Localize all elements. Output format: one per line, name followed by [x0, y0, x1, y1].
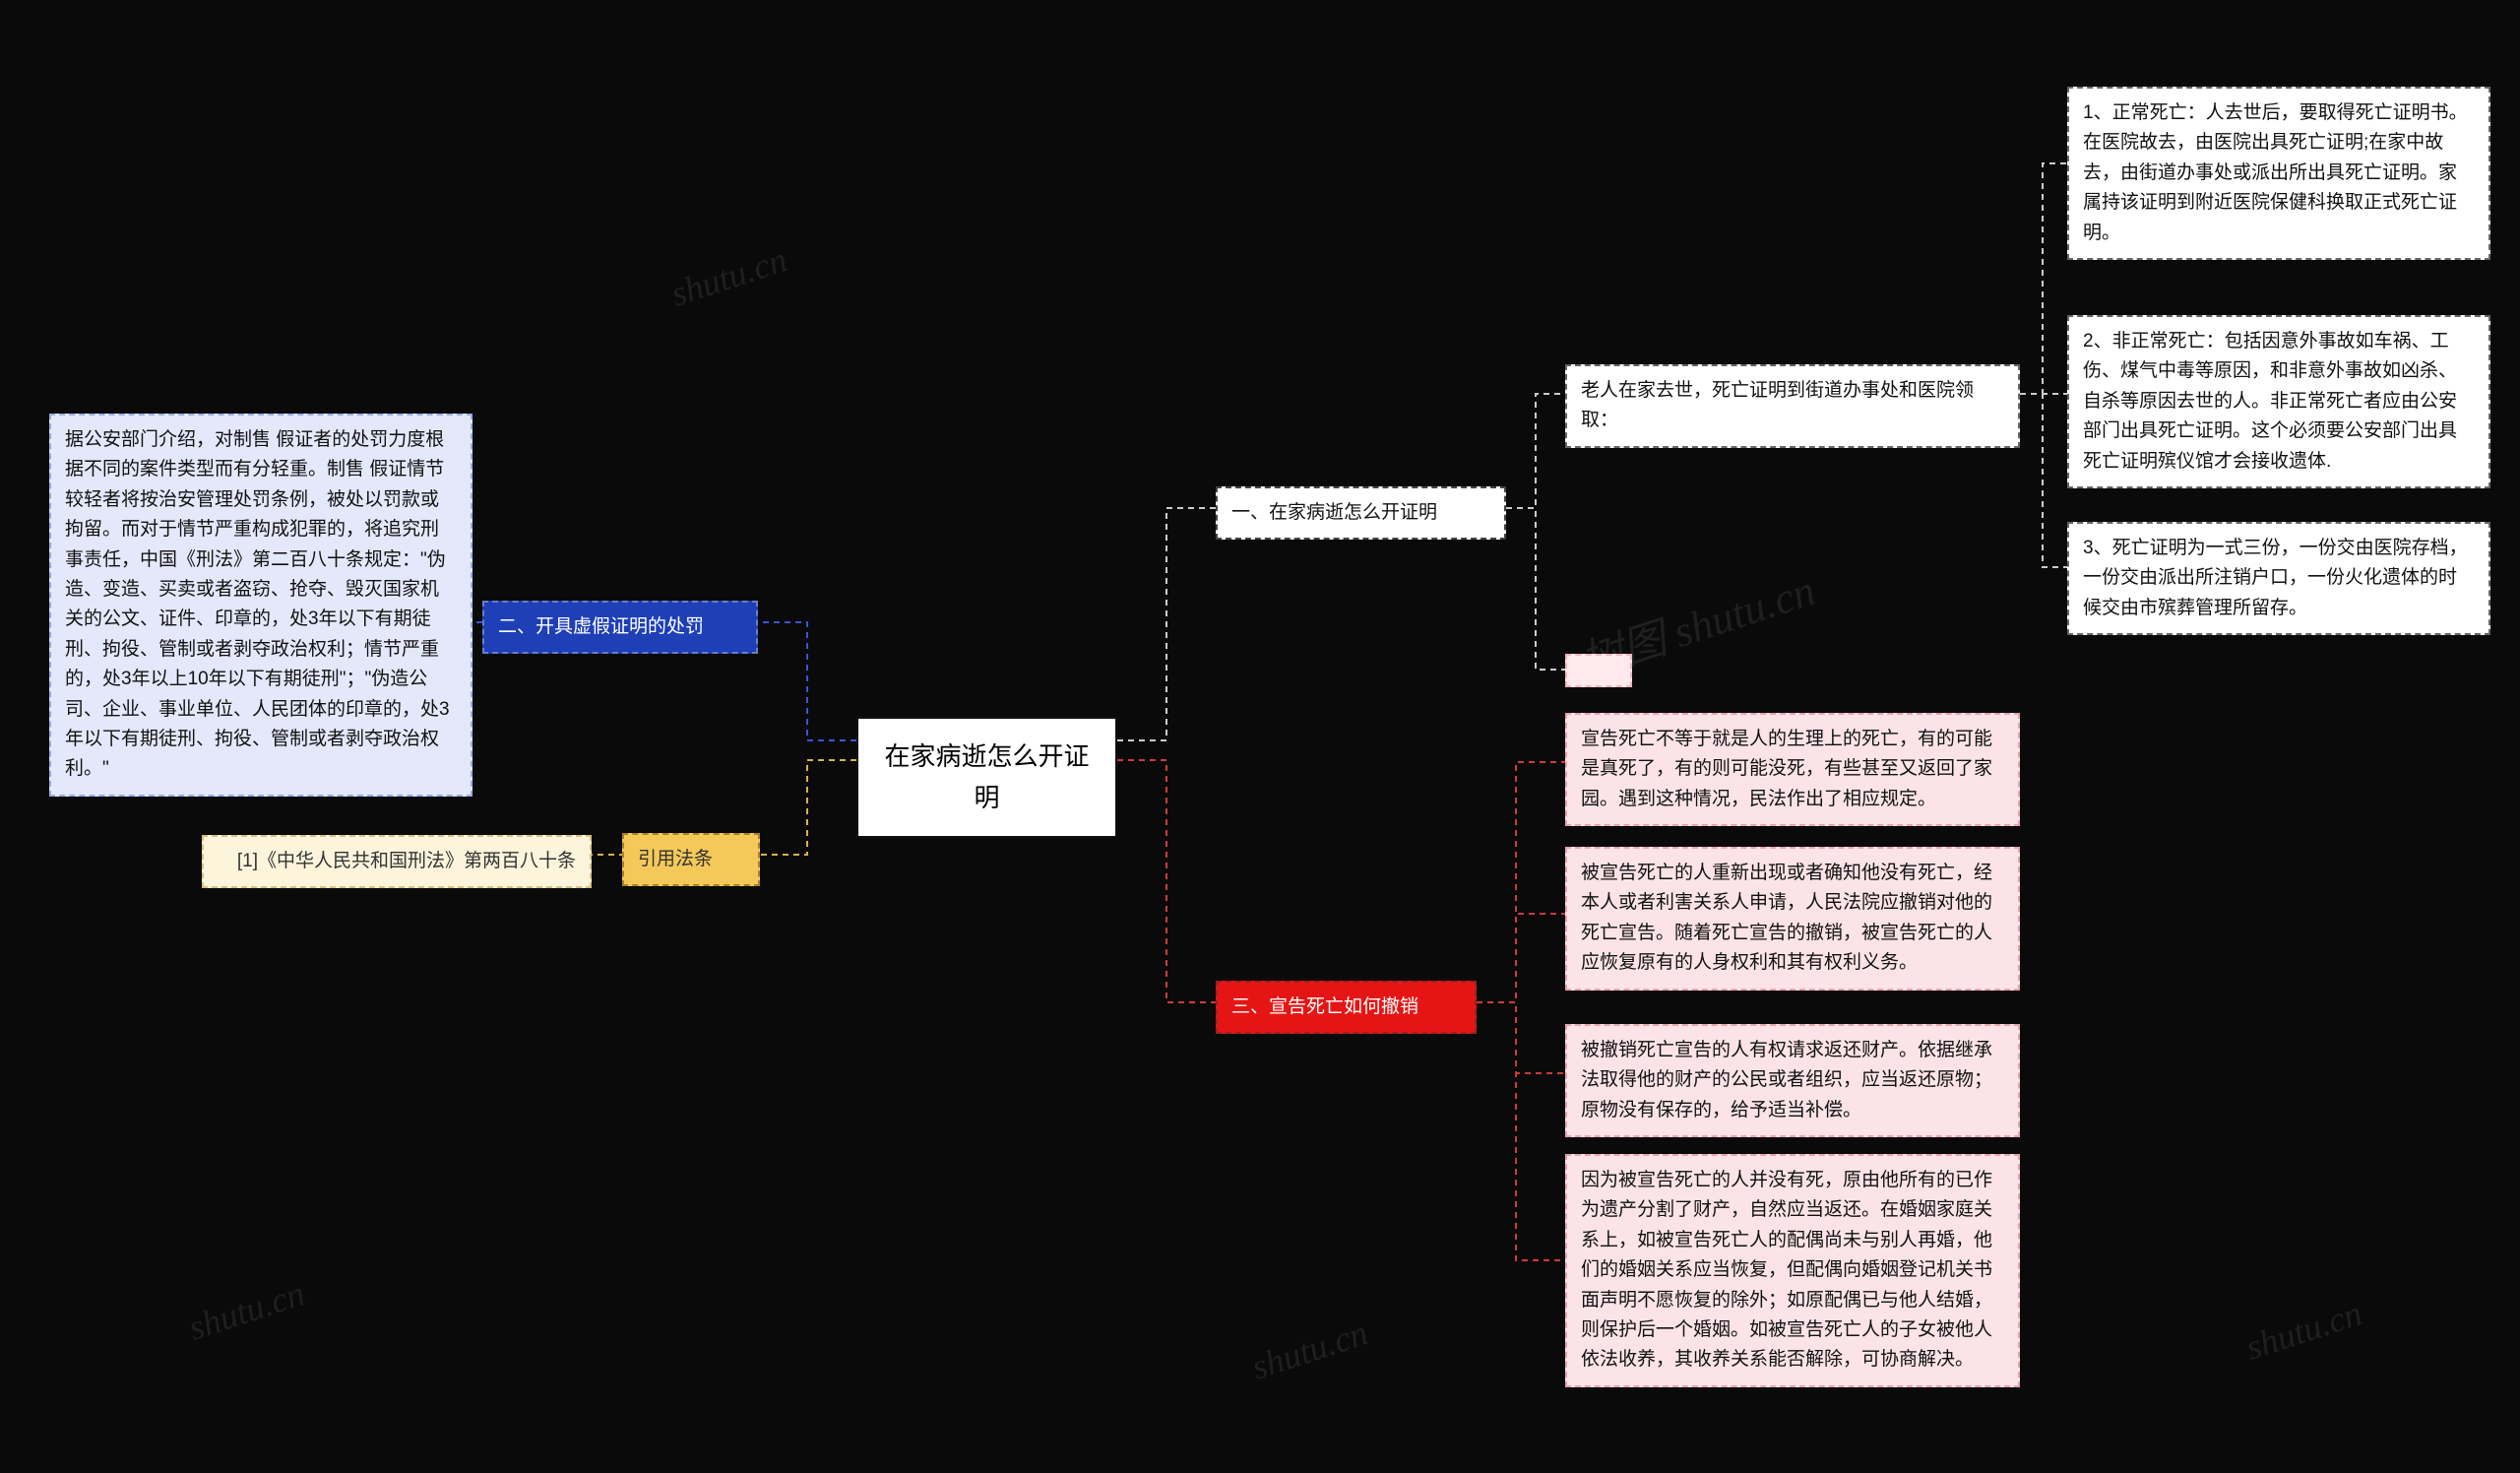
branch-1-sub-2[interactable]: 2、非正常死亡：包括因意外事故如车祸、工伤、煤气中毒等原因，和非意外事故如凶杀、…	[2067, 315, 2490, 488]
branch-3-leaf[interactable]: [1]《中华人民共和国刑法》第两百八十条	[202, 835, 592, 888]
watermark: shutu.cn	[1246, 1312, 1372, 1387]
branch-4-para-4[interactable]: 因为被宣告死亡的人并没有死，原由他所有的已作为遗产分割了财产，自然应当返还。在婚…	[1565, 1154, 2020, 1387]
branch-4-para-1[interactable]: 宣告死亡不等于就是人的生理上的死亡，有的可能是真死了，有的则可能没死，有些甚至又…	[1565, 713, 2020, 826]
branch-1-leaf-intro[interactable]: 老人在家去世，死亡证明到街道办事处和医院领取：	[1565, 364, 2020, 448]
branch-1[interactable]: 一、在家病逝怎么开证明	[1216, 486, 1506, 540]
watermark: shutu.cn	[2240, 1292, 2366, 1368]
branch-1-sub-1[interactable]: 1、正常死亡：人去世后，要取得死亡证明书。在医院故去，由医院出具死亡证明;在家中…	[2067, 87, 2490, 260]
watermark: shutu.cn	[183, 1272, 309, 1348]
branch-1-leaf-empty[interactable]	[1565, 654, 1632, 687]
branch-3[interactable]: 引用法条	[622, 833, 760, 886]
root-node[interactable]: 在家病逝怎么开证明	[856, 717, 1117, 838]
branch-4-para-3[interactable]: 被撤销死亡宣告的人有权请求返还财产。依据继承法取得他的财产的公民或者组织，应当返…	[1565, 1024, 2020, 1137]
mindmap-stage: shutu.cn 树图 shutu.cn shutu.cn shutu.cn s…	[0, 0, 2520, 1473]
watermark: shutu.cn	[665, 238, 791, 314]
branch-2[interactable]: 二、开具虚假证明的处罚	[482, 601, 758, 654]
branch-1-sub-3[interactable]: 3、死亡证明为一式三份，一份交由医院存档，一份交由派出所注销户口，一份火化遗体的…	[2067, 522, 2490, 635]
branch-4-para-2[interactable]: 被宣告死亡的人重新出现或者确知他没有死亡，经本人或者利害关系人申请，人民法院应撤…	[1565, 847, 2020, 991]
branch-2-leaf[interactable]: 据公安部门介绍，对制售 假证者的处罚力度根据不同的案件类型而有分轻重。制售 假证…	[49, 414, 472, 797]
branch-4[interactable]: 三、宣告死亡如何撤销	[1216, 981, 1477, 1034]
